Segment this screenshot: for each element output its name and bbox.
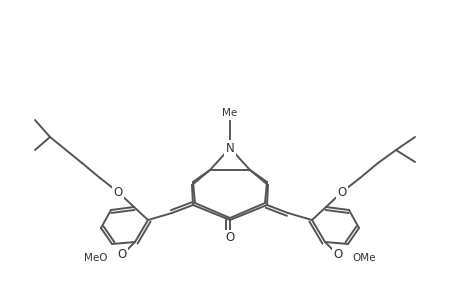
Text: O: O: [336, 185, 346, 199]
Text: O: O: [113, 185, 123, 199]
Text: OMe: OMe: [351, 253, 375, 263]
Text: O: O: [117, 248, 126, 262]
Text: O: O: [225, 232, 234, 244]
Text: MeO: MeO: [84, 253, 108, 263]
Text: N: N: [225, 142, 234, 154]
Text: O: O: [333, 248, 342, 262]
Text: Me: Me: [222, 108, 237, 118]
